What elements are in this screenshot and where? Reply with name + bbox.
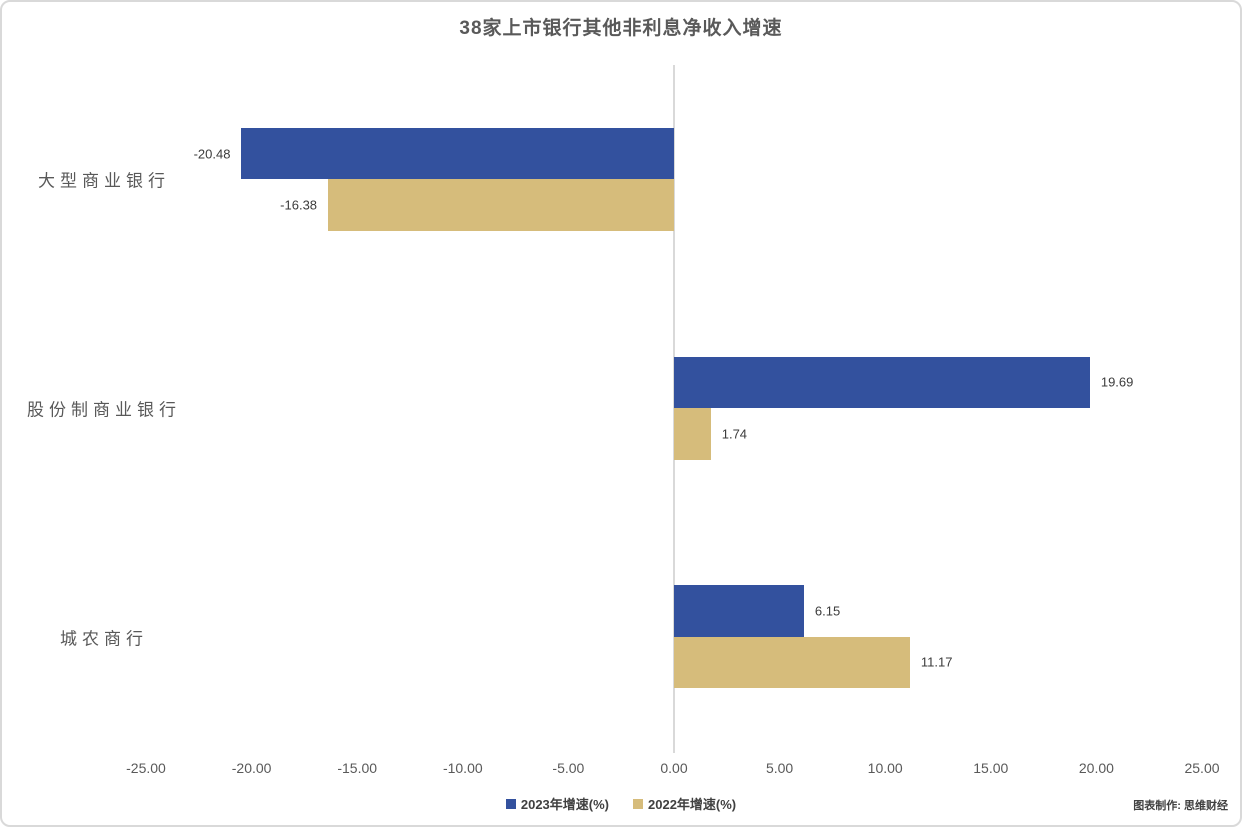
value-label: 11.17 — [920, 654, 953, 670]
value-label: -20.48 — [193, 146, 231, 162]
category-label: 城农商行 — [60, 629, 148, 649]
bar — [674, 636, 910, 689]
x-tick-label: 15.00 — [973, 760, 1009, 776]
x-tick-label: -10.00 — [442, 760, 483, 776]
credit-text: 图表制作: 思维财经 — [1133, 800, 1228, 812]
legend-swatch-2023 — [505, 798, 516, 809]
x-tick-label: -5.00 — [552, 760, 585, 776]
x-tick-label: -15.00 — [337, 760, 378, 776]
value-label: -16.38 — [280, 197, 318, 213]
legend-item-2023: 2023年增速(%) — [505, 794, 609, 813]
value-label: 1.74 — [721, 426, 748, 442]
bar — [328, 179, 674, 231]
category-label: 大型商业银行 — [38, 171, 170, 191]
bar — [674, 585, 804, 637]
x-tick-label: 10.00 — [867, 760, 903, 776]
x-tick-label: -25.00 — [126, 760, 166, 776]
x-tick-label: 25.00 — [1184, 760, 1220, 776]
category-label: 股份制商业银行 — [27, 400, 181, 420]
legend-item-2022: 2022年增速(%) — [633, 794, 736, 813]
bar — [674, 408, 711, 460]
bar — [674, 356, 1090, 408]
x-tick-label: -20.00 — [231, 760, 272, 776]
x-tick-label: 20.00 — [1078, 760, 1114, 776]
legend: 2023年增速(%) 2022年增速(%) — [2, 794, 1240, 813]
legend-swatch-2022 — [633, 798, 643, 809]
value-label: 19.69 — [1100, 374, 1134, 390]
chart-title: 38家上市银行其他非利息净收入增速 — [459, 18, 783, 39]
bar — [241, 127, 674, 180]
x-tick-label: 0.00 — [660, 760, 688, 776]
legend-label-2022: 2022年增速(%) — [648, 797, 737, 812]
x-tick-label: 5.00 — [765, 760, 794, 776]
legend-label-2023: 2023年增速(%) — [520, 797, 609, 812]
value-label: 6.15 — [814, 603, 841, 619]
